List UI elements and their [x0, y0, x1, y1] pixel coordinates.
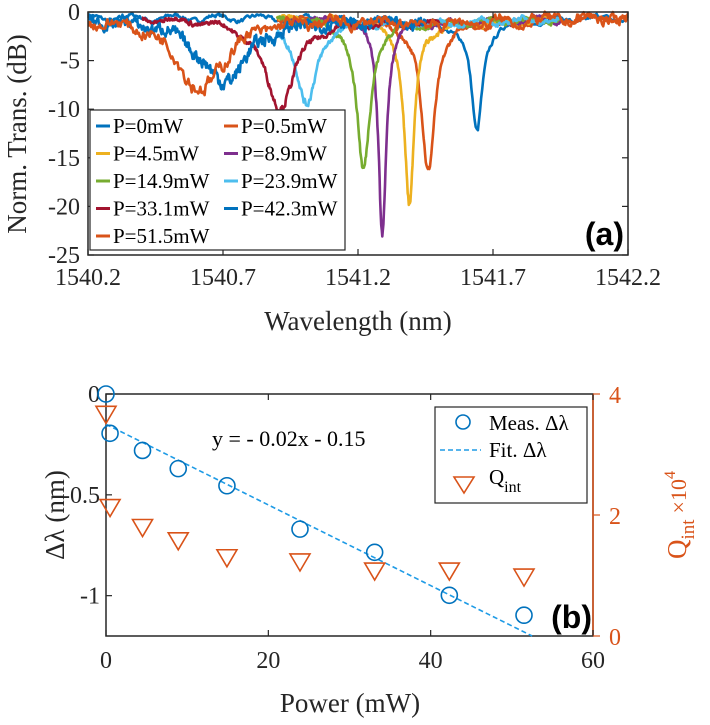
- legend-entry: P=33.1mW: [96, 197, 210, 221]
- series-line-p-51-5mw: [88, 10, 628, 97]
- y-tick-label: -20: [48, 194, 80, 220]
- q-int-point: [215, 548, 239, 569]
- legend-entry: P=51.5mW: [96, 224, 210, 248]
- legend-entry: P=14.9mW: [96, 169, 210, 193]
- x-tick-label: 1542.2: [595, 265, 661, 291]
- panel-a-ticks: 1540.2 1540.7 1541.2 1541.7 1542.2 0 -5 -10 -15 -…: [48, 0, 661, 291]
- panel-a-xlabel: Wavelength (nm): [264, 306, 452, 336]
- legend-box: [89, 109, 346, 251]
- y-tick-label: -25: [48, 243, 80, 269]
- y-tick-label: 0: [88, 382, 100, 408]
- legend-swatch: [452, 476, 476, 495]
- q-int-point: [131, 518, 154, 539]
- x-tick-label: 0: [100, 648, 112, 674]
- legend-swatch: [455, 414, 471, 430]
- y-tick-label: -1: [80, 584, 100, 610]
- legend-entry: P=0mW: [96, 114, 183, 138]
- meas-point: [101, 424, 119, 443]
- panel-b-legend: Meas. Δλ Fit. Δλ Qint: [434, 406, 588, 504]
- panel-a: 1540.2 1540.7 1541.2 1541.7 1542.2 0 -5 -10 -15 -…: [2, 0, 661, 336]
- y-right-tick-label: 4: [609, 383, 621, 409]
- x-tick-label: 1541.2: [325, 265, 391, 291]
- legend-label: P=23.9mW: [241, 169, 338, 193]
- meas-point: [291, 520, 309, 538]
- legend-label: P=42.3mW: [241, 197, 338, 221]
- legend-entry: P=0.5mW: [224, 114, 327, 138]
- meas-point: [515, 606, 533, 625]
- panel-a-label: (a): [585, 216, 624, 252]
- q-int-point: [437, 562, 461, 582]
- q-int-point: [363, 562, 387, 582]
- panel-a-legend: P=0mW P=0.5mW P=4.5mW P=8.9mW P=14.9mW P=23.9…: [89, 109, 346, 251]
- legend-label: P=33.1mW: [113, 197, 210, 221]
- x-tick-label: 1541.7: [460, 265, 526, 291]
- legend-entry: P=4.5mW: [96, 142, 199, 166]
- legend-label: Qint: [489, 465, 522, 496]
- meas-point: [133, 441, 152, 460]
- legend-entry-fit: Fit. Δλ: [440, 438, 547, 462]
- panel-b-ylabel-right: Qint×104: [662, 471, 699, 559]
- panel-b-marks: [94, 385, 536, 637]
- legend-label: P=4.5mW: [113, 142, 199, 166]
- y-tick-label: 0: [68, 0, 80, 26]
- fit-equation: y = - 0.02x - 0.15: [212, 426, 366, 451]
- x-tick-label: 40: [419, 648, 443, 674]
- q-int-point: [94, 405, 118, 425]
- legend-label: P=0mW: [113, 114, 183, 138]
- x-tick-label: 1540.7: [190, 265, 256, 291]
- legend-label: P=51.5mW: [113, 224, 210, 248]
- legend-entry: P=8.9mW: [224, 142, 327, 166]
- y-tick-label: -15: [48, 146, 80, 172]
- panel-b-ylabel: Δλ (nm): [40, 470, 70, 560]
- legend-label: P=14.9mW: [113, 169, 210, 193]
- panel-b-xlabel: Power (mW): [280, 688, 420, 718]
- q-int-point: [512, 568, 536, 588]
- meas-point: [97, 385, 115, 403]
- legend-entry-q: Qint: [452, 465, 522, 496]
- x-tick-label: 60: [581, 648, 605, 674]
- q-int-point: [288, 553, 312, 573]
- meas-point: [169, 459, 188, 478]
- legend-entry-meas: Meas. Δλ: [455, 411, 569, 435]
- panel-a-curves: [88, 10, 628, 238]
- q-int-point: [98, 498, 122, 519]
- legend-entry: P=42.3mW: [224, 197, 338, 221]
- legend-label: P=0.5mW: [241, 114, 327, 138]
- y-right-tick-label: 0: [609, 625, 621, 651]
- meas-point: [218, 476, 236, 495]
- y-tick-label: -5: [60, 49, 80, 75]
- legend-label: Fit. Δλ: [489, 438, 547, 462]
- meas-point: [365, 543, 384, 562]
- q-int-point: [166, 532, 190, 552]
- x-tick-label: 20: [256, 648, 280, 674]
- panel-a-ylabel: Norm. Trans. (dB): [2, 34, 32, 234]
- panel-b-label: (b): [551, 599, 592, 635]
- y-tick-label: -10: [48, 97, 80, 123]
- y-right-tick-label: 2: [609, 504, 621, 530]
- meas-point: [440, 586, 459, 605]
- fit-line: [105, 423, 533, 637]
- legend-label: Meas. Δλ: [489, 411, 569, 435]
- x-tick-label: 1540.2: [55, 265, 121, 291]
- legend-label: P=8.9mW: [241, 142, 327, 166]
- legend-entry: P=23.9mW: [224, 169, 338, 193]
- y-tick-label: -0.5: [62, 483, 100, 509]
